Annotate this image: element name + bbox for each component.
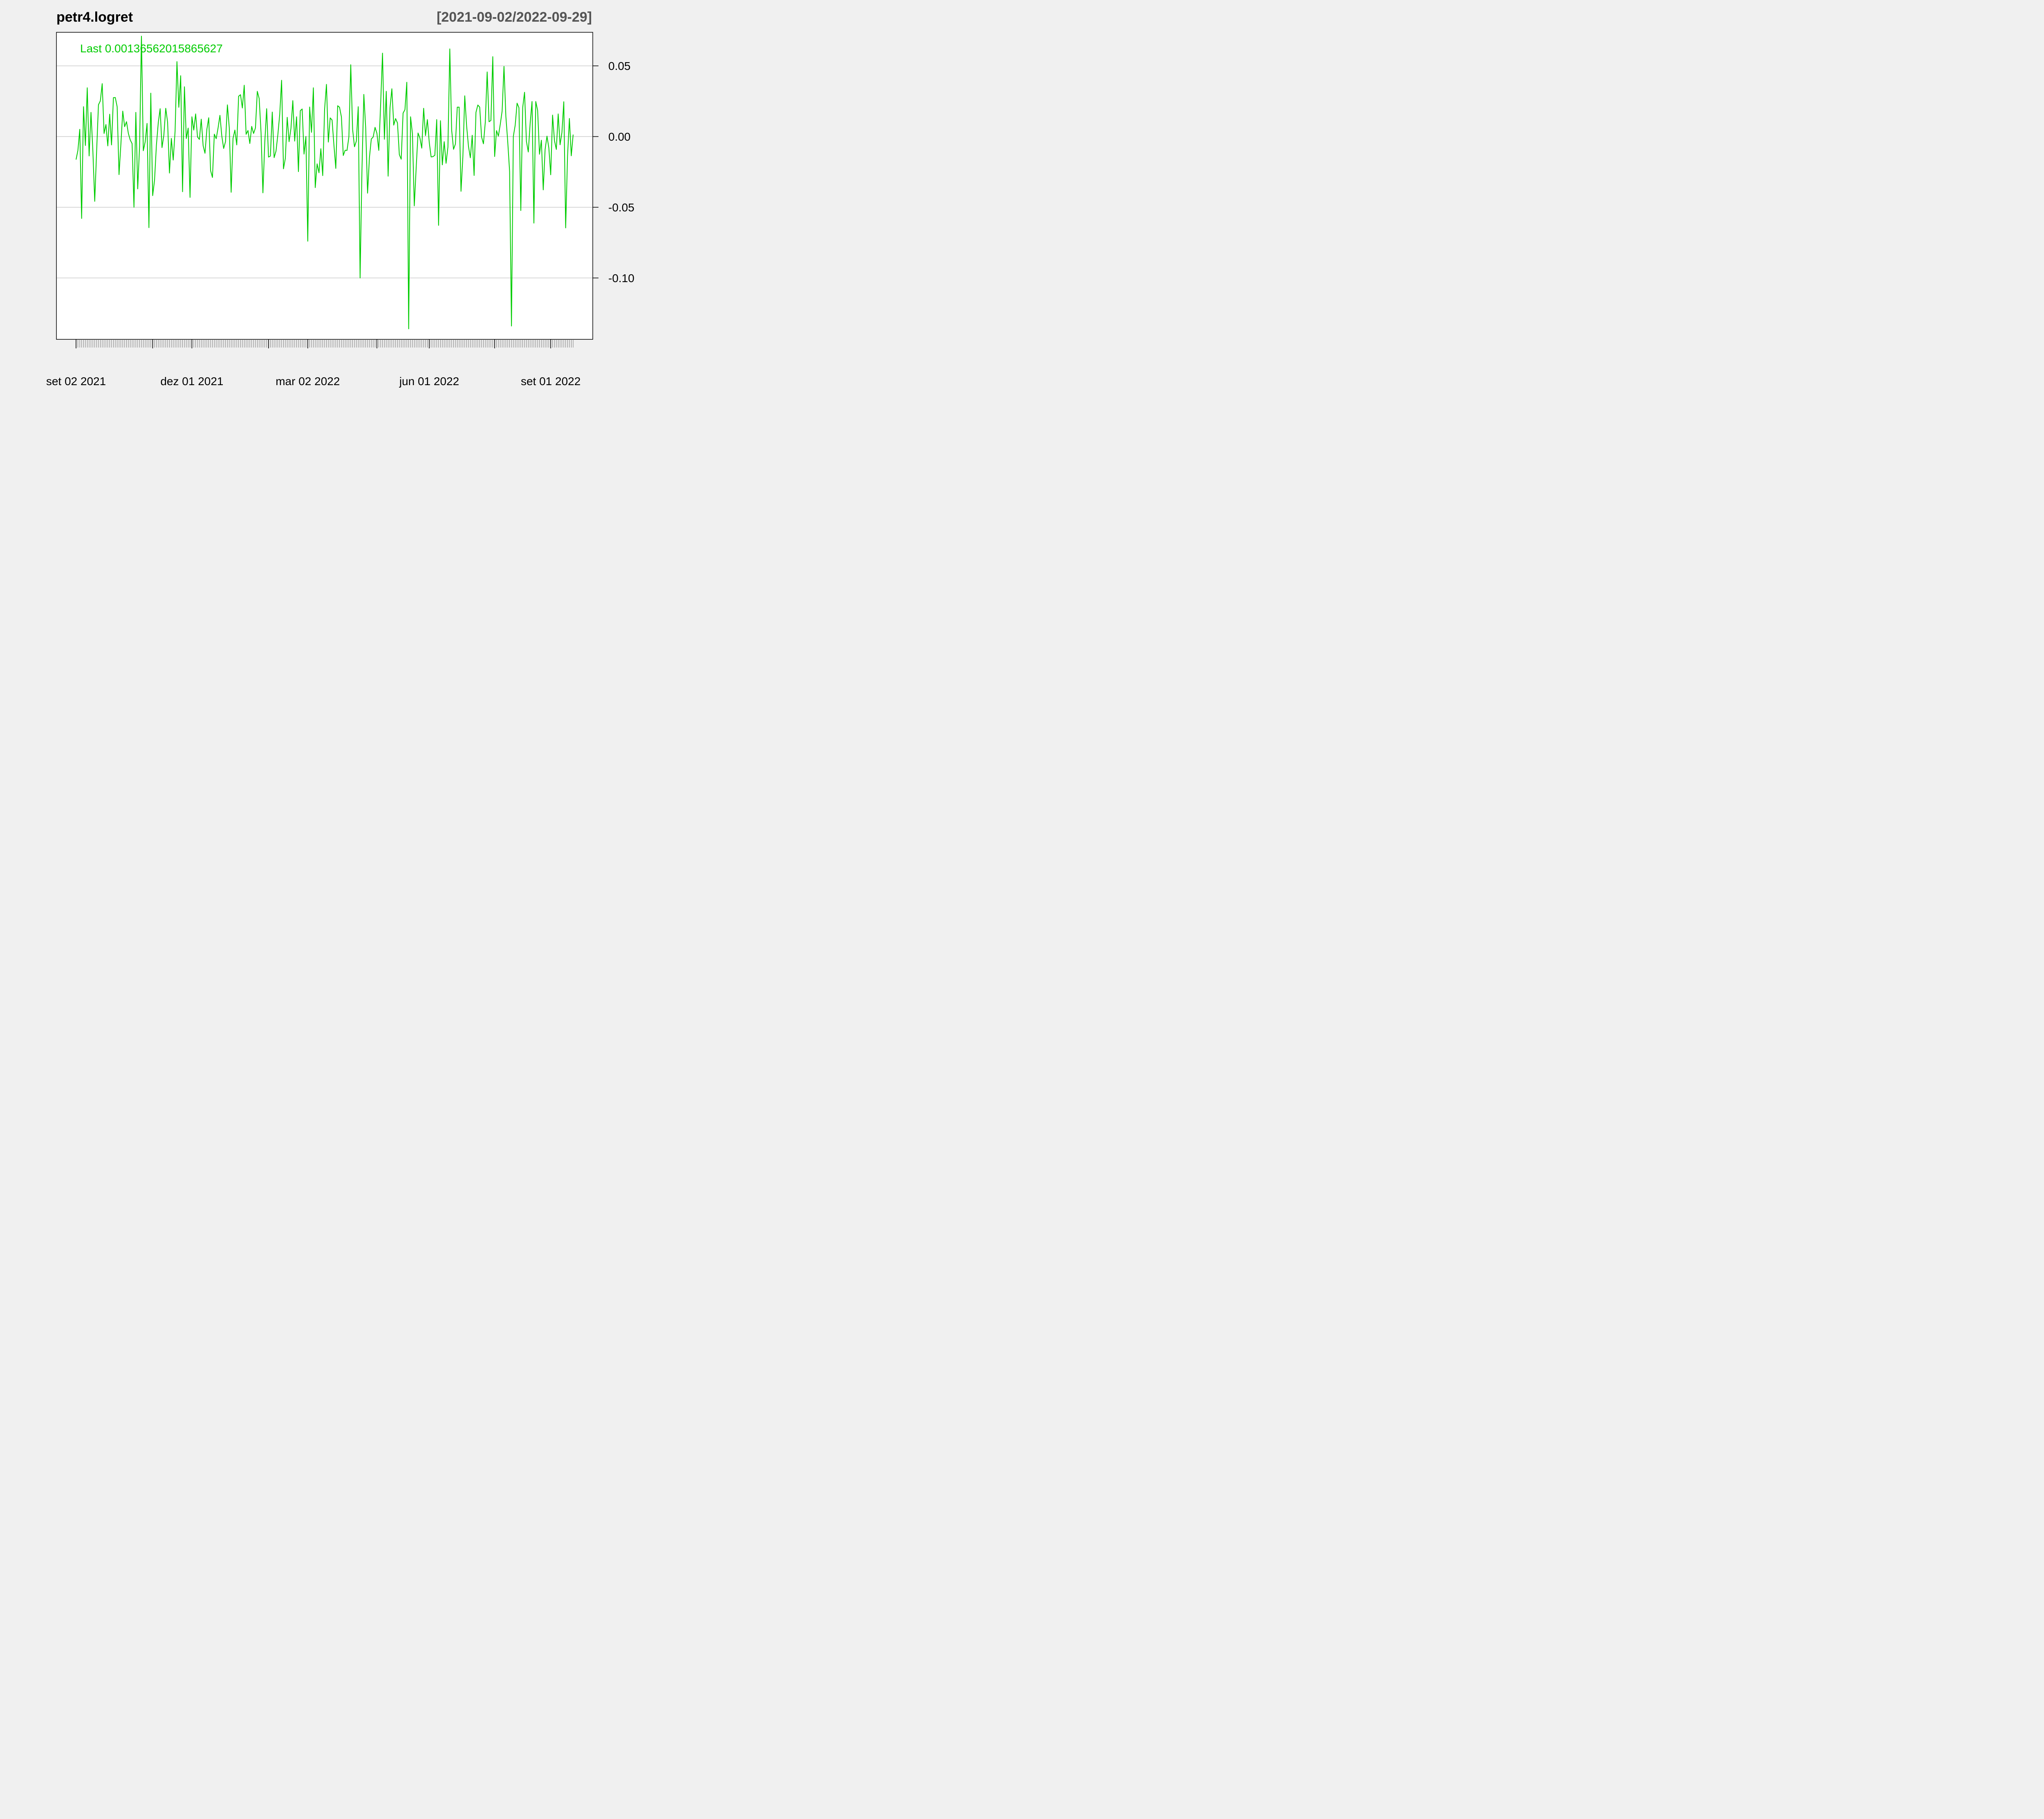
x-tick-label: dez 01 2021 <box>160 375 223 388</box>
y-tick-label: -0.05 <box>608 201 634 214</box>
date-range-label: [2021-09-02/2022-09-29] <box>437 9 592 25</box>
series-line-logret <box>76 36 574 330</box>
x-tick-label: set 02 2021 <box>46 375 106 388</box>
y-tick-label: 0.05 <box>608 60 631 72</box>
y-tick-label: -0.10 <box>608 272 634 285</box>
x-tick-label: jun 01 2022 <box>399 375 459 388</box>
chart-title: petr4.logret <box>56 9 133 25</box>
x-tick-label: mar 02 2022 <box>276 375 340 388</box>
y-axis: 0.05 0.00 -0.05 -0.10 <box>593 60 634 285</box>
y-tick-label: 0.00 <box>608 130 631 143</box>
x-axis: set 02 2021 dez 01 2021 mar 02 2022 jun 01 … <box>46 339 580 388</box>
last-value-label: Last 0.00136562015865627 <box>80 42 223 55</box>
plot-background <box>56 32 593 339</box>
x-tick-label: set 01 2022 <box>521 375 580 388</box>
chart-svg: 0.05 0.00 -0.05 -0.10 set 02 2021 dez 01 202… <box>46 9 634 388</box>
